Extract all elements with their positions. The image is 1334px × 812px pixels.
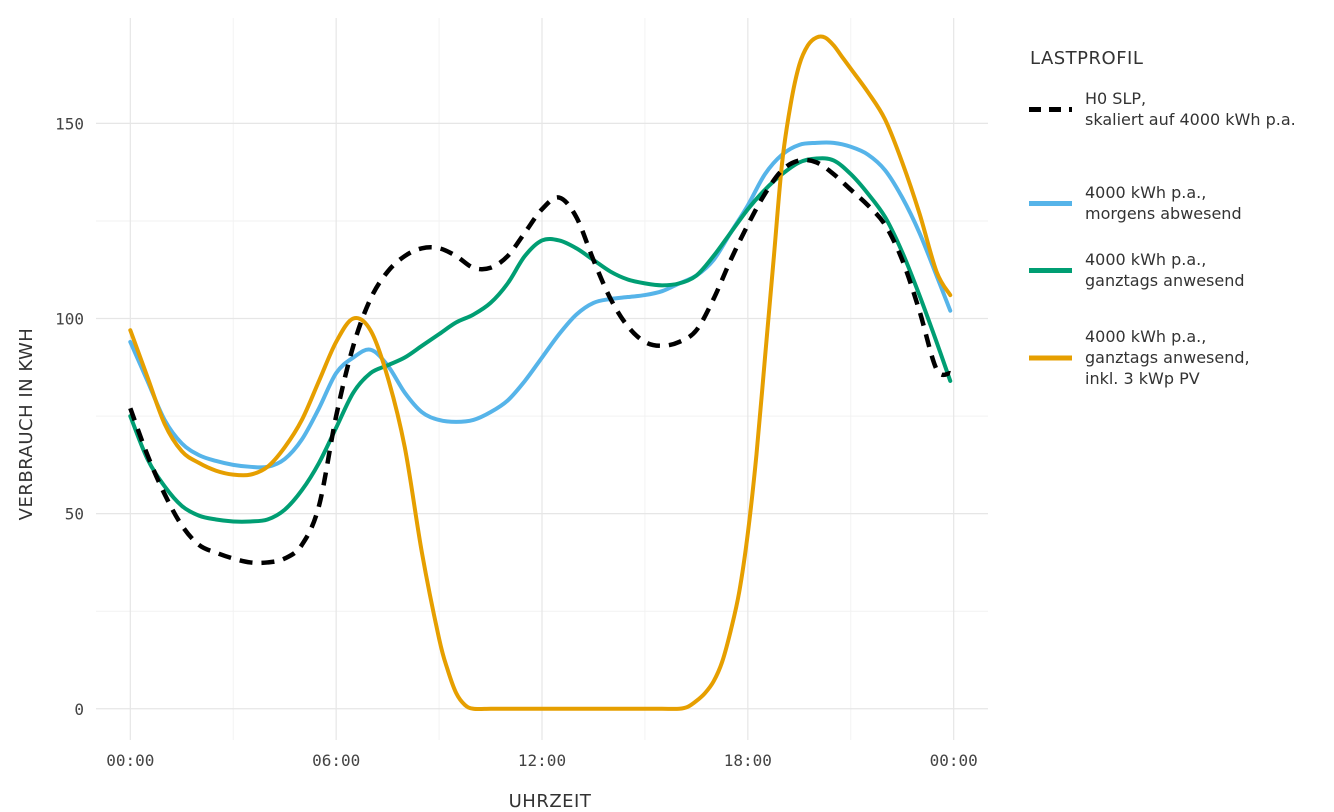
y-tick-label: 50 <box>65 505 84 524</box>
series-line-2 <box>128 140 953 470</box>
grid <box>96 18 988 740</box>
series-line-1 <box>128 157 951 566</box>
x-tick-label: 12:00 <box>518 751 566 770</box>
legend-label: 4000 kWh p.a., morgens abwesend <box>1085 183 1242 223</box>
series-line-4 <box>128 34 953 712</box>
legend-title: LASTPROFIL <box>1030 48 1143 69</box>
legend-label: 4000 kWh p.a., ganztags anwesend <box>1085 250 1245 290</box>
x-axis-title: UHRZEIT <box>509 791 592 812</box>
legend-item-2: 4000 kWh p.a., morgens abwesend <box>1029 183 1242 223</box>
legend: LASTPROFIL H0 SLP, skaliert auf 4000 kWh … <box>1029 48 1296 388</box>
y-axis-title: VERBRAUCH IN KWH <box>16 328 37 521</box>
legend-item-3: 4000 kWh p.a., ganztags anwesend <box>1029 250 1245 290</box>
legend-label: H0 SLP, skaliert auf 4000 kWh p.a. <box>1085 89 1296 129</box>
series-line-3 <box>128 156 953 524</box>
legend-item-1: H0 SLP, skaliert auf 4000 kWh p.a. <box>1029 89 1296 129</box>
y-tick-label: 150 <box>55 114 84 133</box>
y-tick-label: 100 <box>55 310 84 329</box>
y-tick-label: 0 <box>74 700 84 719</box>
y-axis-ticks: 0 50 100 150 <box>55 114 84 718</box>
x-tick-label: 00:00 <box>106 751 154 770</box>
x-tick-label: 00:00 <box>930 751 978 770</box>
legend-label: 4000 kWh p.a., ganztags anwesend, inkl. 3 … <box>1085 327 1250 388</box>
x-axis-ticks: 00:00 06:00 12:00 18:00 00:00 <box>106 751 978 770</box>
x-tick-label: 18:00 <box>724 751 772 770</box>
legend-item-4: 4000 kWh p.a., ganztags anwesend, inkl. 3 … <box>1029 327 1250 388</box>
x-tick-label: 06:00 <box>312 751 360 770</box>
series-lines <box>128 34 953 712</box>
